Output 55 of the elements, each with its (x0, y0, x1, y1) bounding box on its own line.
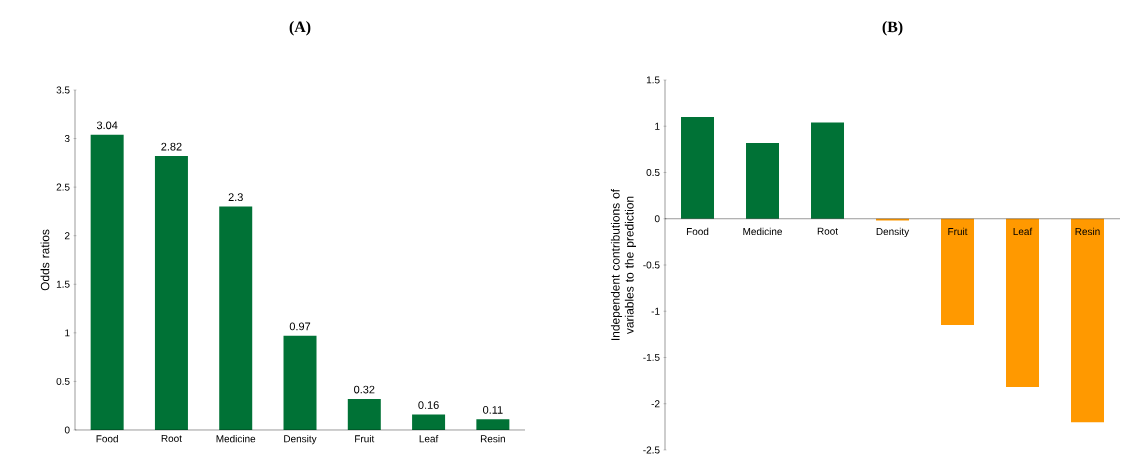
y-tick-label: 1 (65, 329, 70, 337)
y-tick-label: 2 (64, 232, 70, 240)
y-tick-label: 1.5 (646, 76, 660, 84)
y-axis-title: Odds ratios (40, 229, 50, 291)
data-label: 3.04 (96, 121, 118, 130)
chart-title: (A) (289, 21, 311, 36)
bar (476, 419, 510, 430)
y-tick-label: 3.5 (56, 86, 70, 94)
data-label: 0.16 (418, 401, 439, 409)
data-label: 0.11 (483, 406, 503, 414)
x-tick-label: Resin (1075, 227, 1100, 236)
y-tick-label: 1 (655, 122, 660, 130)
y-tick-label: 2.5 (56, 183, 70, 191)
bar (90, 134, 124, 430)
data-label: 0.97 (289, 322, 311, 331)
bar (347, 398, 381, 430)
x-tick-label: Density (284, 435, 317, 445)
y-tick-label: -0.5 (643, 261, 660, 269)
data-label: 2.3 (228, 193, 243, 202)
x-tick-label: Leaf (419, 434, 439, 443)
x-tick-label: Medicine (743, 227, 782, 236)
x-tick-label: Fruit (948, 227, 968, 236)
y-tick-label: 0 (64, 426, 70, 434)
data-label: 0.32 (354, 385, 375, 394)
x-tick-label: Food (96, 435, 118, 443)
x-tick-label: Density (876, 227, 910, 238)
y-tick-label: -2.5 (643, 446, 660, 454)
bar (154, 156, 188, 430)
y-tick-label: 0.5 (646, 168, 660, 177)
bar (219, 206, 253, 430)
bar (681, 116, 715, 219)
y-tick-label: 3 (64, 135, 70, 143)
data-label: 2.82 (161, 142, 182, 151)
bar (412, 414, 446, 430)
x-tick-label: Food (686, 227, 709, 236)
y-tick-label: -2 (651, 400, 660, 408)
y-tick-label: 1.5 (56, 280, 70, 288)
bar (811, 122, 845, 219)
x-tick-label: Root (161, 435, 182, 442)
bar (746, 142, 780, 219)
y-tick-label: -1 (651, 307, 660, 315)
y-axis-title: Independent contributions of variables to the prediction (610, 188, 636, 340)
x-tick-label: Fruit (355, 435, 375, 443)
y-tick-label: 0.5 (56, 377, 70, 385)
x-tick-label: Leaf (1013, 227, 1033, 236)
bar (1006, 218, 1040, 388)
bar (941, 218, 975, 326)
chart-title: (B) (882, 21, 903, 36)
x-tick-label: Medicine (216, 435, 256, 443)
bar (1071, 218, 1105, 423)
y-tick-label: 0 (654, 215, 660, 223)
bar (283, 335, 317, 430)
y-tick-label: -1.5 (643, 354, 660, 361)
x-tick-label: Root (817, 227, 838, 235)
x-tick-label: Resin (480, 435, 505, 443)
